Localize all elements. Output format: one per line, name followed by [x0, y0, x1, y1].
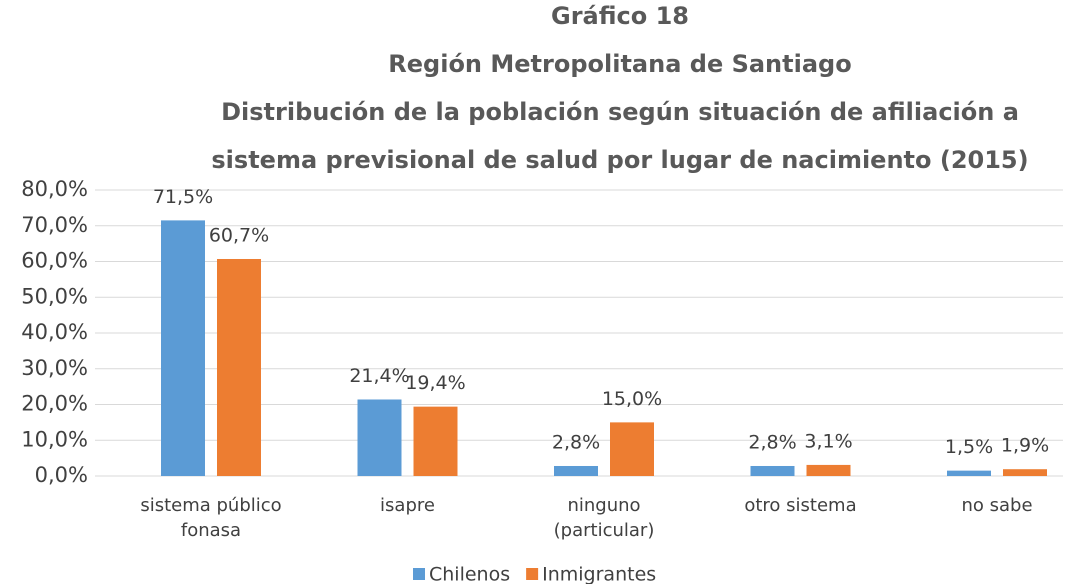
value-label: 1,5% [945, 436, 993, 458]
bar [947, 470, 991, 476]
legend-swatch [413, 568, 425, 580]
x-tick-label: sistema público [140, 495, 281, 516]
y-tick-label: 60,0% [21, 249, 88, 273]
value-label: 21,4% [349, 365, 409, 387]
legend-label: Chilenos [429, 564, 510, 584]
y-tick-label: 70,0% [21, 213, 88, 237]
bar [610, 422, 654, 476]
y-tick-label: 10,0% [21, 427, 88, 451]
bar [357, 399, 402, 476]
bar [161, 220, 205, 476]
y-tick-label: 80,0% [21, 177, 88, 201]
value-label: 2,8% [552, 431, 600, 453]
x-tick-label: fonasa [181, 520, 241, 541]
bar [217, 258, 261, 476]
value-label: 1,9% [1001, 435, 1049, 457]
y-tick-label: 20,0% [21, 392, 88, 416]
bar [554, 465, 598, 476]
y-tick-label: 30,0% [21, 356, 88, 380]
bar [413, 406, 458, 476]
value-label: 2,8% [748, 431, 796, 453]
x-tick-label: otro sistema [744, 495, 856, 516]
value-label: 71,5% [153, 186, 213, 208]
legend-label: Inmigrantes [542, 564, 656, 584]
y-tick-label: 0,0% [35, 463, 88, 487]
x-tick-label: isapre [380, 495, 435, 516]
y-tick-label: 40,0% [21, 320, 88, 344]
bar [806, 464, 851, 476]
y-tick-label: 50,0% [21, 284, 88, 308]
chart-title: Gráfico 18 [551, 2, 689, 30]
chart-subtitle: sistema previsional de salud por lugar d… [211, 146, 1028, 174]
x-tick-label: (particular) [554, 520, 655, 541]
legend-swatch [526, 568, 539, 580]
x-tick-label: no sabe [961, 495, 1032, 516]
value-label: 3,1% [804, 430, 852, 452]
chart-subtitle: Región Metropolitana de Santiago [388, 50, 851, 78]
bar [750, 465, 795, 476]
value-label: 60,7% [209, 224, 269, 246]
x-tick-label: ninguno [567, 495, 640, 516]
bar [1003, 469, 1047, 476]
value-label: 15,0% [602, 388, 662, 410]
chart-subtitle: Distribución de la población según situa… [221, 98, 1019, 126]
value-label: 19,4% [405, 372, 465, 394]
